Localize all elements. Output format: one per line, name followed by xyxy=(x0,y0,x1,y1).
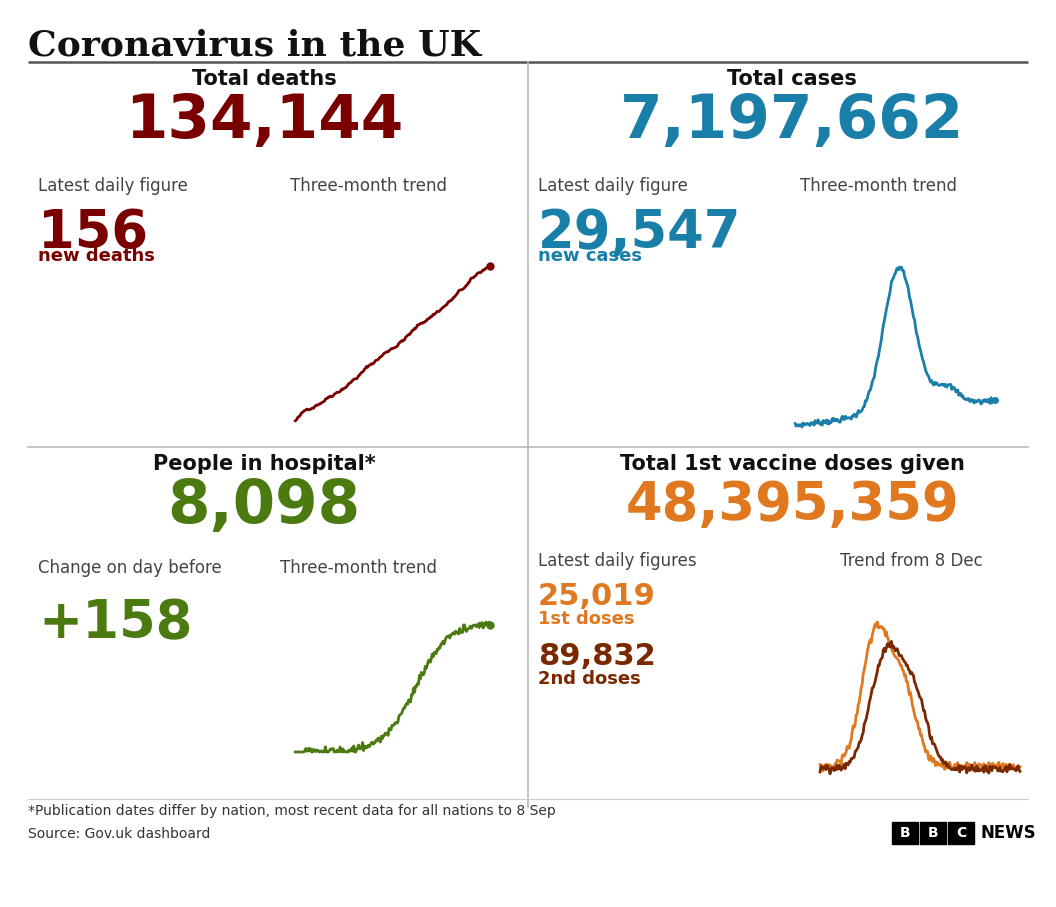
Text: Latest daily figure: Latest daily figure xyxy=(38,177,188,195)
Text: Change on day before: Change on day before xyxy=(38,559,222,577)
Text: 25,019: 25,019 xyxy=(538,582,656,611)
Text: Three-month trend: Three-month trend xyxy=(290,177,447,195)
Text: B: B xyxy=(900,826,910,840)
Text: Trend from 8 Dec: Trend from 8 Dec xyxy=(840,552,983,570)
Text: 48,395,359: 48,395,359 xyxy=(625,479,959,531)
Text: 1st doses: 1st doses xyxy=(538,610,635,628)
Text: 89,832: 89,832 xyxy=(538,642,656,671)
Text: Three-month trend: Three-month trend xyxy=(800,177,957,195)
Text: C: C xyxy=(956,826,966,840)
Text: B: B xyxy=(927,826,939,840)
Text: Coronavirus in the UK: Coronavirus in the UK xyxy=(29,29,482,63)
Bar xyxy=(920,822,946,844)
Text: Total cases: Total cases xyxy=(728,69,856,89)
Text: 2nd doses: 2nd doses xyxy=(538,670,641,688)
Text: +158: +158 xyxy=(38,597,192,649)
Text: Total deaths: Total deaths xyxy=(191,69,337,89)
Text: 29,547: 29,547 xyxy=(538,207,741,259)
Bar xyxy=(892,822,918,844)
Text: Total 1st vaccine doses given: Total 1st vaccine doses given xyxy=(620,454,964,474)
Text: 134,144: 134,144 xyxy=(125,92,403,151)
Text: 8,098: 8,098 xyxy=(168,477,360,536)
Text: new cases: new cases xyxy=(538,247,642,265)
Text: People in hospital*: People in hospital* xyxy=(153,454,375,474)
Text: Latest daily figures: Latest daily figures xyxy=(538,552,697,570)
Text: Three-month trend: Three-month trend xyxy=(280,559,437,577)
Bar xyxy=(948,822,974,844)
Text: new deaths: new deaths xyxy=(38,247,155,265)
Text: NEWS: NEWS xyxy=(980,824,1036,842)
Text: Latest daily figure: Latest daily figure xyxy=(538,177,687,195)
Text: 7,197,662: 7,197,662 xyxy=(620,92,964,151)
Text: 156: 156 xyxy=(38,207,148,259)
Text: Source: Gov.uk dashboard: Source: Gov.uk dashboard xyxy=(29,827,210,841)
Text: *Publication dates differ by nation, most recent data for all nations to 8 Sep: *Publication dates differ by nation, mos… xyxy=(29,804,555,818)
